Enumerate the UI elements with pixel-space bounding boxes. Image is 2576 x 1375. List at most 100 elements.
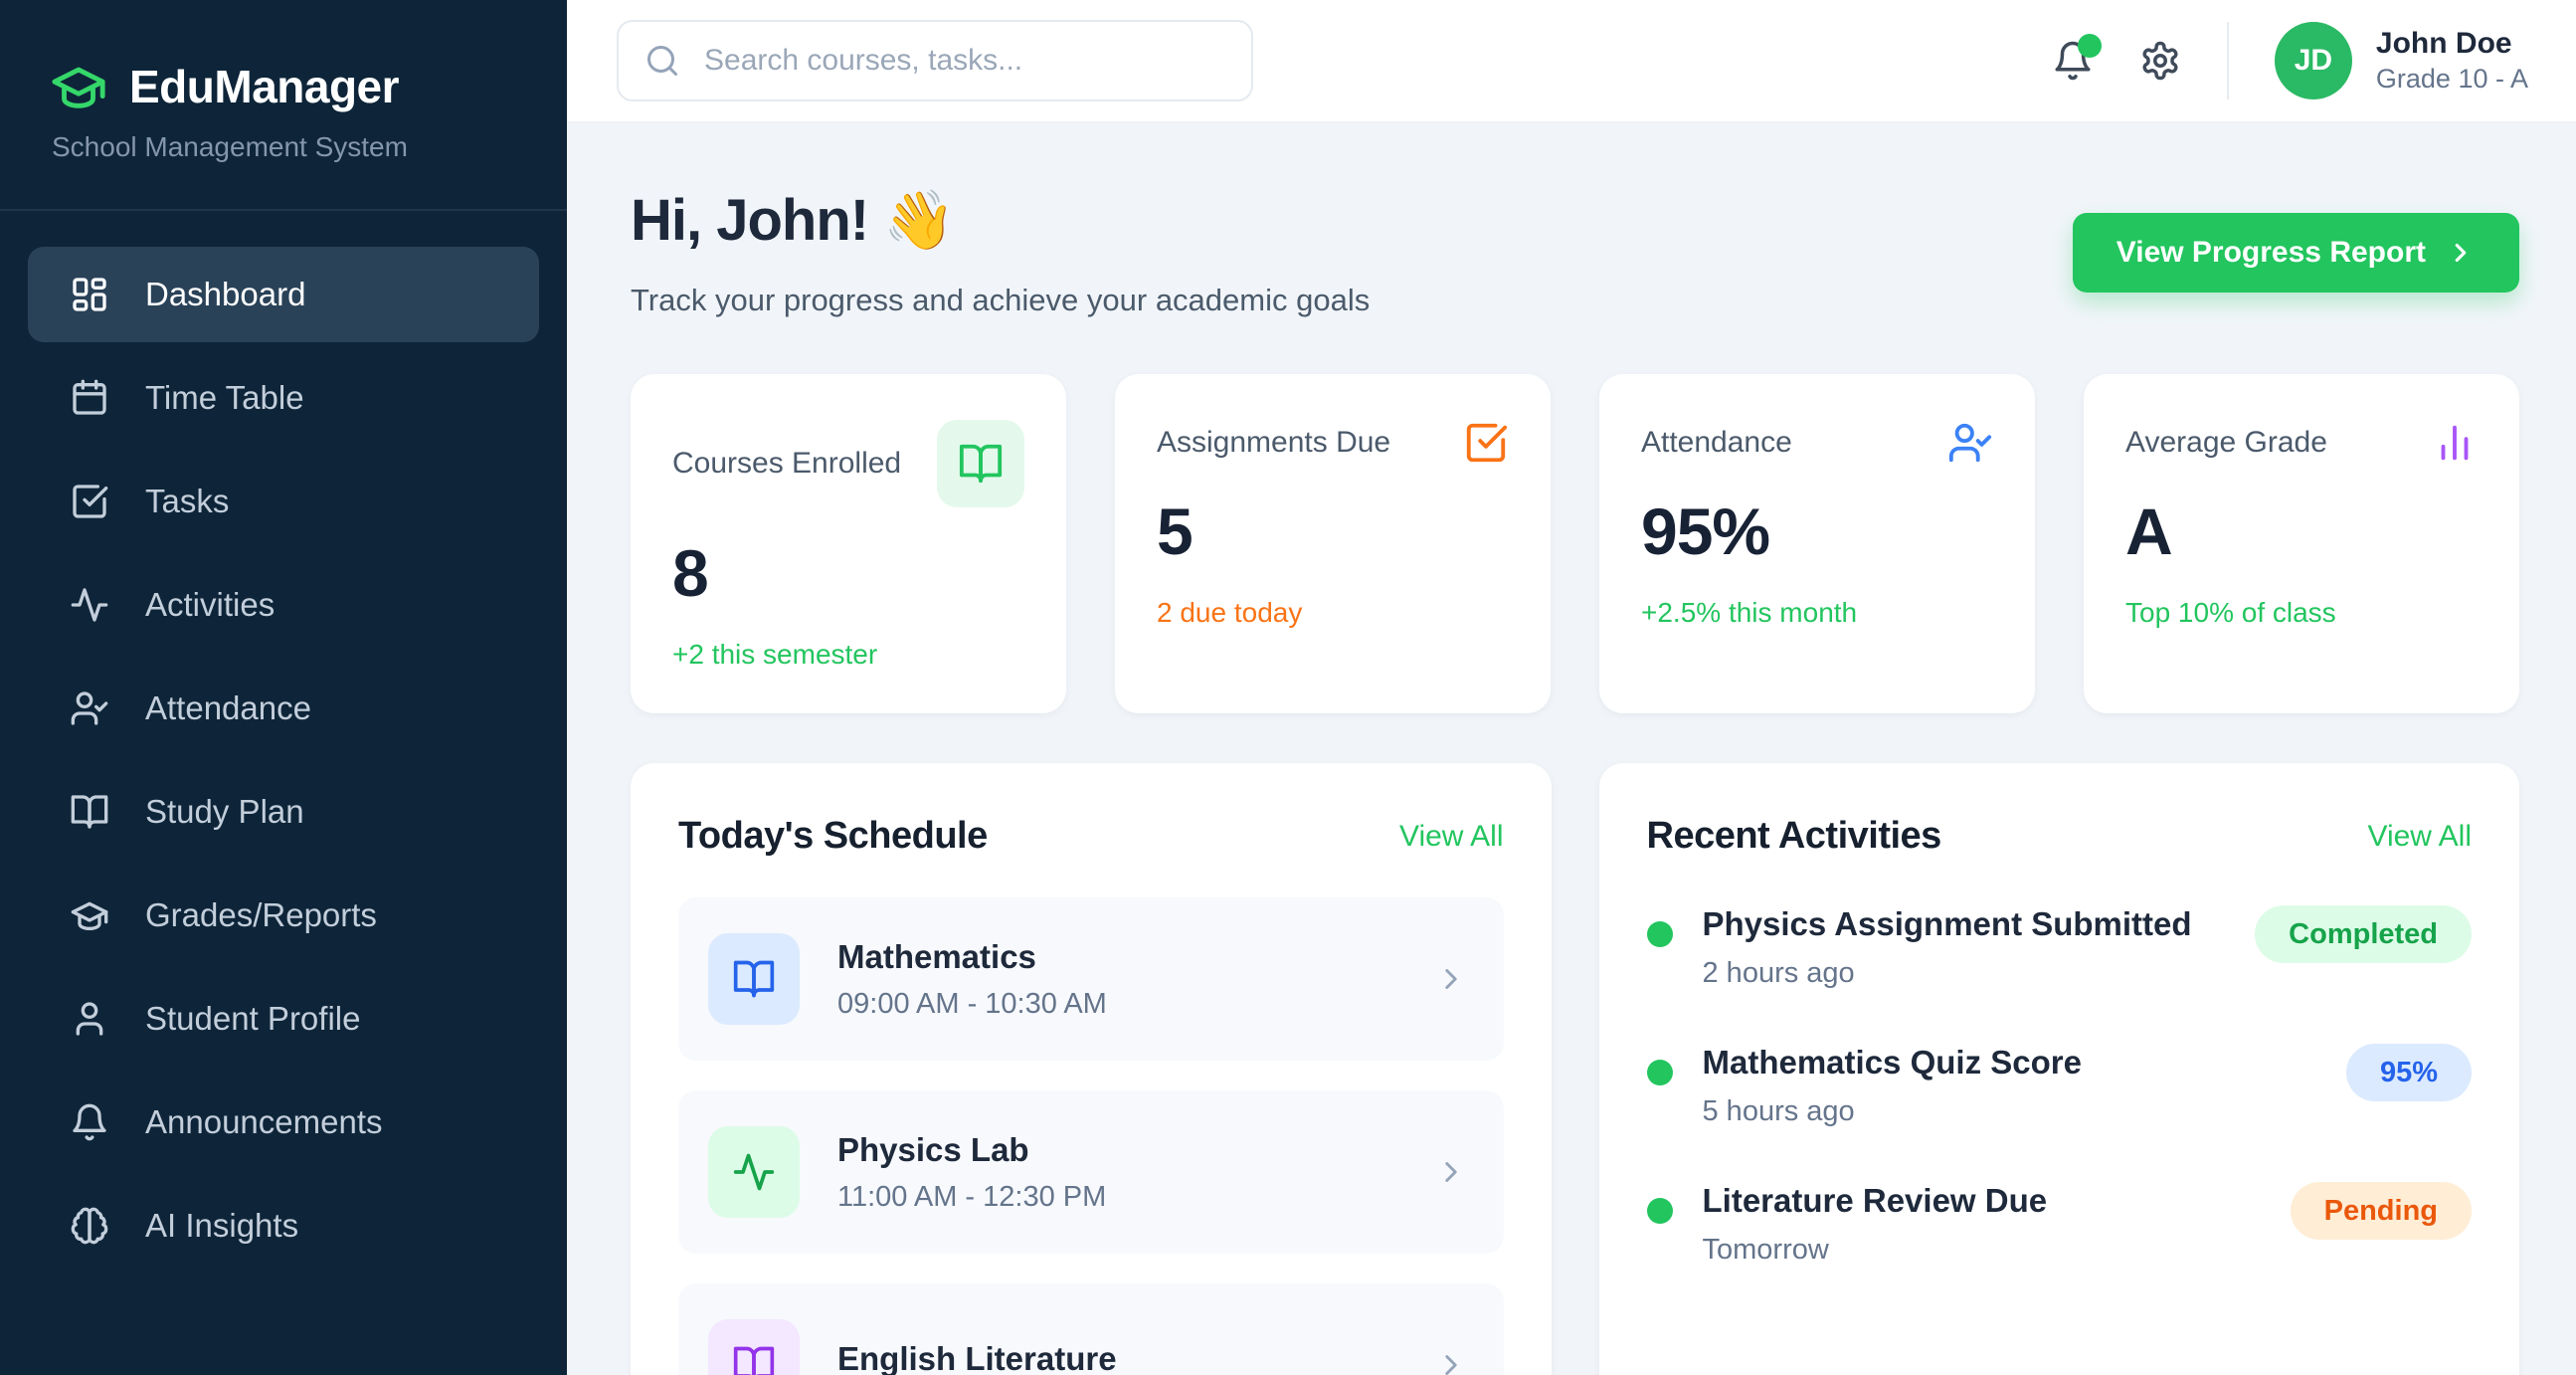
notifications-button[interactable] (2052, 34, 2102, 82)
sidebar-item-label: Tasks (145, 483, 230, 519)
activity-title: Physics Assignment Submitted (1702, 905, 2192, 942)
sidebar-item-label: Attendance (145, 689, 311, 726)
stat-cards: Courses Enrolled 8 +2 this semester Assi… (631, 374, 2519, 713)
dashboard-grid-icon (70, 275, 109, 314)
schedule-item-time: 09:00 AM - 10:30 AM (837, 987, 1107, 1020)
sidebar-item-attendance[interactable]: Attendance (28, 661, 539, 756)
stat-value: 95% (1641, 494, 1770, 568)
view-progress-report-button[interactable]: View Progress Report (2072, 213, 2519, 293)
stat-label: Assignments Due (1157, 426, 1391, 459)
book-open-icon (70, 792, 109, 832)
sidebar-item-announcements[interactable]: Announcements (28, 1075, 539, 1170)
sidebar-item-activities[interactable]: Activities (28, 557, 539, 653)
app-logo: EduManager (28, 58, 539, 115)
sidebar-item-label: Announcements (145, 1103, 383, 1140)
sidebar-item-study-plan[interactable]: Study Plan (28, 764, 539, 860)
activities-view-all-link[interactable]: View All (2367, 819, 2472, 853)
greeting-section: Hi, John! 👋 Track your progress and achi… (631, 187, 2519, 318)
sidebar-nav: Dashboard Time Table Tasks Activities At… (28, 247, 539, 1274)
chevron-right-icon (2455, 243, 2467, 263)
search-icon (644, 43, 680, 79)
settings-button[interactable] (2139, 40, 2181, 82)
status-dot (1646, 921, 1673, 947)
search-input[interactable] (702, 43, 1225, 79)
activity-time: 2 hours ago (1702, 957, 1855, 989)
search-box[interactable] (617, 20, 1253, 101)
stat-card-assignments-due: Assignments Due 5 2 due today (1115, 374, 1551, 713)
sidebar-item-grades-reports[interactable]: Grades/Reports (28, 868, 539, 963)
stat-subtext: +2.5% this month (1641, 597, 1858, 628)
sidebar-item-label: Dashboard (145, 276, 306, 312)
schedule-item-mathematics[interactable]: Mathematics 09:00 AM - 10:30 AM (678, 897, 1504, 1061)
todays-schedule-panel: Today's Schedule View All Mathematics 09… (631, 763, 1552, 1375)
user-icon (70, 999, 109, 1039)
stat-value: 8 (672, 536, 709, 610)
status-dot (1646, 1060, 1673, 1085)
avatar: JD (2274, 22, 2352, 99)
schedule-item-english-literature[interactable]: English Literature (678, 1283, 1504, 1375)
book-open-icon (708, 1319, 800, 1375)
user-check-icon (1947, 420, 1993, 466)
main-content: Hi, John! 👋 Track your progress and achi… (567, 123, 2576, 1375)
sidebar-item-label: Time Table (145, 379, 304, 416)
sidebar-item-label: Student Profile (145, 1000, 361, 1037)
schedule-item-physics-lab[interactable]: Physics Lab 11:00 AM - 12:30 PM (678, 1090, 1504, 1254)
status-dot (1646, 1198, 1673, 1224)
stat-value: 5 (1157, 494, 1194, 568)
stat-card-average-grade: Average Grade A Top 10% of class (2084, 374, 2519, 713)
stat-label: Average Grade (2125, 426, 2327, 459)
sidebar-item-tasks[interactable]: Tasks (28, 454, 539, 549)
topbar-divider (2226, 22, 2229, 99)
sidebar-item-ai-insights[interactable]: AI Insights (28, 1178, 539, 1274)
stat-label: Attendance (1641, 426, 1792, 459)
activity-item-literature-review[interactable]: Literature Review Due Tomorrow Pending (1646, 1182, 2472, 1267)
sidebar-item-label: Study Plan (145, 793, 304, 830)
schedule-item-time: 11:00 AM - 12:30 PM (837, 1180, 1107, 1213)
bar-chart-icon (2432, 420, 2478, 466)
score-badge: 95% (2345, 1044, 2472, 1101)
topbar: JD John Doe Grade 10 - A (567, 0, 2576, 123)
check-square-icon (1463, 420, 1509, 466)
stat-label: Courses Enrolled (672, 447, 902, 480)
greeting-title: Hi, John! 👋 (631, 188, 955, 253)
check-square-icon (70, 482, 109, 521)
activity-pulse-icon (70, 585, 109, 625)
stat-subtext: Top 10% of class (2125, 597, 2336, 628)
notification-dot (2077, 34, 2102, 58)
sidebar-item-label: Grades/Reports (145, 896, 377, 933)
sidebar-item-label: Activities (145, 586, 276, 623)
chevron-right-icon (1434, 1348, 1468, 1375)
view-progress-report-label: View Progress Report (2116, 236, 2426, 269)
activity-time: 5 hours ago (1702, 1095, 1855, 1127)
user-menu[interactable]: JD John Doe Grade 10 - A (2274, 22, 2528, 99)
greeting-subtitle: Track your progress and achieve your aca… (631, 283, 1371, 317)
user-check-icon (70, 688, 109, 728)
schedule-view-all-link[interactable]: View All (1398, 819, 1504, 853)
user-name: John Doe (2375, 27, 2512, 61)
status-badge: Completed (2255, 905, 2472, 963)
graduation-cap-icon (50, 58, 107, 115)
activity-pulse-icon (708, 1126, 800, 1218)
activities-list: Physics Assignment Submitted 2 hours ago… (1646, 905, 2472, 1267)
schedule-title: Today's Schedule (678, 815, 988, 857)
status-badge: Pending (2290, 1182, 2472, 1240)
schedule-item-name: English Literature (837, 1340, 1117, 1375)
graduation-cap-icon (70, 895, 109, 935)
user-grade: Grade 10 - A (2375, 63, 2528, 94)
calendar-icon (70, 378, 109, 418)
schedule-item-name: Mathematics (837, 937, 1036, 975)
recent-activities-panel: Recent Activities View All Physics Assig… (1598, 763, 2519, 1375)
activity-item-physics-assignment[interactable]: Physics Assignment Submitted 2 hours ago… (1646, 905, 2472, 990)
sidebar-item-time-table[interactable]: Time Table (28, 350, 539, 446)
stat-value: A (2125, 494, 2173, 568)
sidebar-item-student-profile[interactable]: Student Profile (28, 971, 539, 1067)
chevron-right-icon (1434, 962, 1468, 996)
sidebar-item-dashboard[interactable]: Dashboard (28, 247, 539, 342)
stat-card-attendance: Attendance 95% +2.5% this month (1599, 374, 2035, 713)
brain-icon (70, 1206, 109, 1246)
activity-item-mathematics-quiz[interactable]: Mathematics Quiz Score 5 hours ago 95% (1646, 1044, 2472, 1128)
sidebar-divider (0, 209, 567, 211)
activity-title: Mathematics Quiz Score (1702, 1044, 2082, 1080)
stat-card-courses-enrolled: Courses Enrolled 8 +2 this semester (631, 374, 1066, 713)
schedule-item-name: Physics Lab (837, 1130, 1029, 1168)
